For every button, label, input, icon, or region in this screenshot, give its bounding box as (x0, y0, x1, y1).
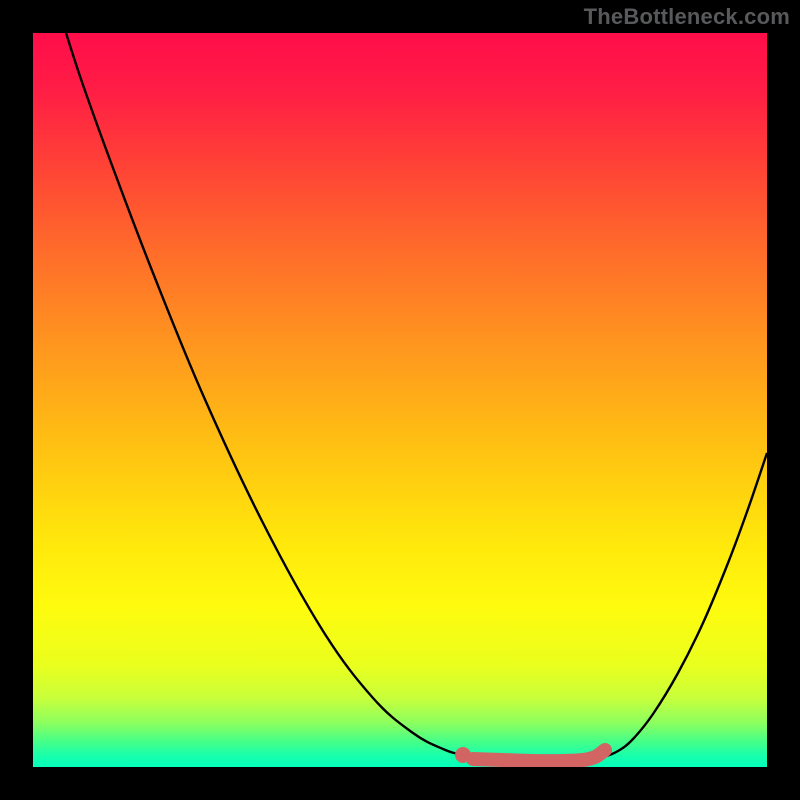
optimal-segment (473, 750, 605, 761)
curves-layer (33, 33, 767, 767)
bottleneck-curve (66, 33, 767, 759)
optimal-dot (455, 747, 471, 763)
plot-area (33, 33, 767, 767)
chart-container: TheBottleneck.com (0, 0, 800, 800)
watermark-text: TheBottleneck.com (584, 4, 790, 30)
